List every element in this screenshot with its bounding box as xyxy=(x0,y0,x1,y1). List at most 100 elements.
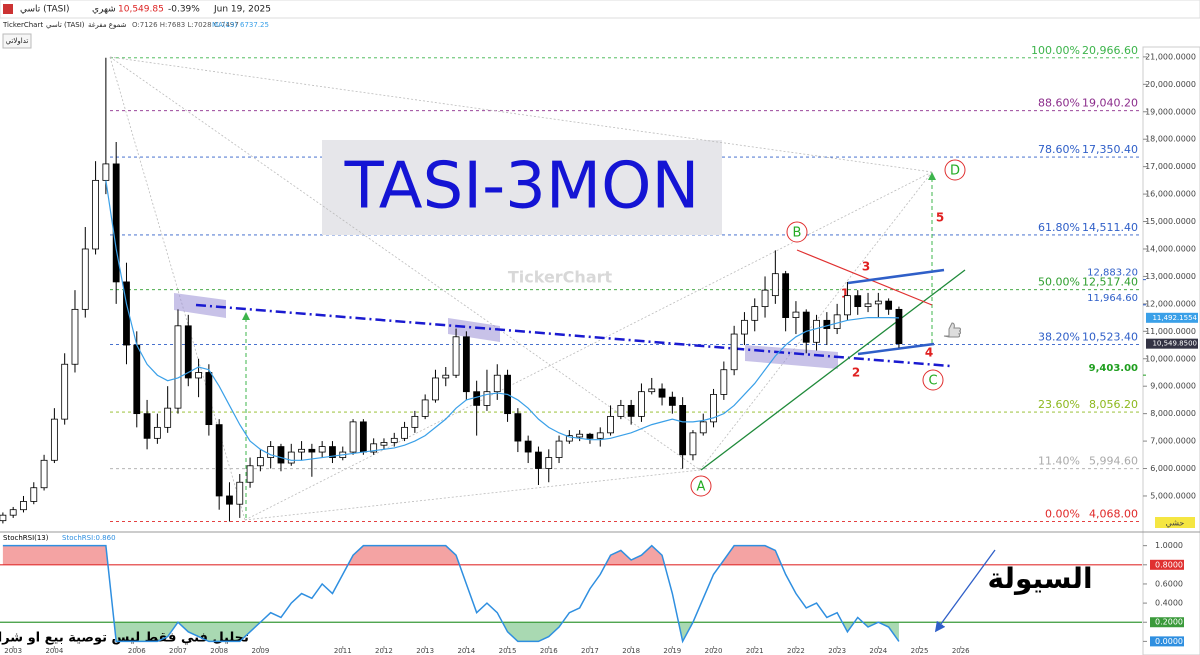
candle-body xyxy=(679,405,687,456)
y-tick-label: 19,000.0000 xyxy=(1145,107,1196,116)
candle-body xyxy=(658,388,666,398)
annotation-title: TASI-3MON xyxy=(344,150,700,224)
wave-circle xyxy=(690,475,712,497)
candle-body xyxy=(462,336,470,393)
candle-body xyxy=(493,374,501,393)
x-tick-label: 2014 xyxy=(457,647,475,655)
price-tag-box xyxy=(1146,338,1198,349)
tick-box xyxy=(1150,617,1184,628)
candle-body xyxy=(133,344,141,415)
candle-body xyxy=(370,443,378,453)
candle-body xyxy=(813,319,820,343)
wave-label: A xyxy=(697,480,706,495)
candle-body xyxy=(195,372,202,379)
x-tick-label: 2024 xyxy=(869,647,887,655)
candle-body xyxy=(576,433,584,438)
price-tag: 11,492.1554 xyxy=(1152,314,1197,322)
candle-body xyxy=(184,325,192,379)
candle-body xyxy=(205,372,213,426)
fib-ratio: 50.00% xyxy=(1038,276,1080,289)
candle-body xyxy=(823,319,831,329)
x-tick-label: 2025 xyxy=(911,647,929,655)
corner-box xyxy=(1155,517,1195,528)
y-tick-label: 16,000.0000 xyxy=(1145,190,1196,199)
fib-value: 20,966.60 xyxy=(1082,44,1138,57)
candle-body xyxy=(854,295,862,308)
candle-body xyxy=(802,311,810,343)
guide xyxy=(244,171,933,521)
wedge-line xyxy=(857,342,935,356)
candle-body xyxy=(751,306,759,321)
zone xyxy=(448,318,500,342)
wave-labels: A B C D 1 2 3 4 5 xyxy=(690,159,966,497)
count-label: 1 xyxy=(841,287,849,301)
candle-body xyxy=(349,421,357,453)
fib-value: 12,517.40 xyxy=(1082,276,1138,289)
candle-body xyxy=(329,446,336,458)
candle-body xyxy=(102,163,110,181)
wave-label: B xyxy=(793,226,802,241)
chart-style: شموع مفرغة xyxy=(88,21,127,29)
y-tick-label: 13,000.0000 xyxy=(1145,272,1196,281)
guide xyxy=(109,56,701,471)
candle-body xyxy=(627,405,635,417)
candle-body xyxy=(256,457,264,467)
candle-body xyxy=(648,388,656,393)
y-tick-label: 21,000.0000 xyxy=(1145,52,1196,61)
stoch-line xyxy=(2,544,900,644)
fib-value: 19,040.20 xyxy=(1082,97,1138,110)
fib-ratio: 11.40% xyxy=(1038,455,1080,468)
y-tick-label: 18,000.0000 xyxy=(1145,135,1196,144)
candle-body xyxy=(246,465,254,483)
fib-value: 17,350.40 xyxy=(1082,143,1138,156)
y-tick-label: 15,000.0000 xyxy=(1145,217,1196,226)
ma-line xyxy=(105,180,899,461)
fib-value: 4,068.00 xyxy=(1089,508,1138,521)
ma-legend: MA(13) xyxy=(212,21,237,29)
candle-body xyxy=(153,426,161,439)
candle-body xyxy=(390,437,398,443)
candle-body xyxy=(277,446,285,464)
fib-ratio: 0.00% xyxy=(1045,508,1080,521)
x-tick-label: 2019 xyxy=(663,647,681,655)
wave-circle xyxy=(786,221,808,243)
candle-body xyxy=(668,396,676,406)
x-tick-label: 2015 xyxy=(499,647,517,655)
symbol: تاسي (TASI) xyxy=(20,5,70,15)
x-tick-label: 2022 xyxy=(787,647,805,655)
button[interactable] xyxy=(2,33,32,49)
watermark: TickerChart xyxy=(508,268,613,287)
header-bar xyxy=(0,0,1200,19)
price-tag: 9,403.00 xyxy=(1089,363,1138,374)
x-tick-label: 2012 xyxy=(375,647,393,655)
candle-body xyxy=(771,273,779,297)
candle-body xyxy=(617,405,625,417)
x-tick-label: 2013 xyxy=(416,647,434,655)
trendline xyxy=(700,269,966,471)
y-tick-label: 7,000.0000 xyxy=(1150,437,1196,446)
candle-body xyxy=(411,415,419,428)
arrow xyxy=(934,549,996,633)
y-tick-label: 12,000.0000 xyxy=(1145,299,1196,308)
x-tick-label: 2020 xyxy=(705,647,723,655)
right-axis-panel xyxy=(1142,46,1200,655)
y-tick-label: 0.4000 xyxy=(1155,599,1183,608)
wave-label: C xyxy=(928,374,937,389)
candle-body xyxy=(112,163,120,283)
fib-value: 10,523.40 xyxy=(1082,330,1138,343)
guide xyxy=(244,469,701,521)
candle-body xyxy=(565,435,573,442)
candle-body xyxy=(50,418,58,461)
x-tick-label: 2008 xyxy=(210,647,228,655)
candle-body xyxy=(71,308,79,365)
candle-body xyxy=(298,448,305,453)
y-tick-label: 11,000.0000 xyxy=(1145,327,1196,336)
x-tick-label: 2007 xyxy=(169,647,187,655)
candle-body xyxy=(30,487,38,502)
candle-body xyxy=(833,314,841,329)
price-tag-box xyxy=(1146,312,1198,323)
button-label[interactable]: تداولاتي xyxy=(6,37,29,45)
